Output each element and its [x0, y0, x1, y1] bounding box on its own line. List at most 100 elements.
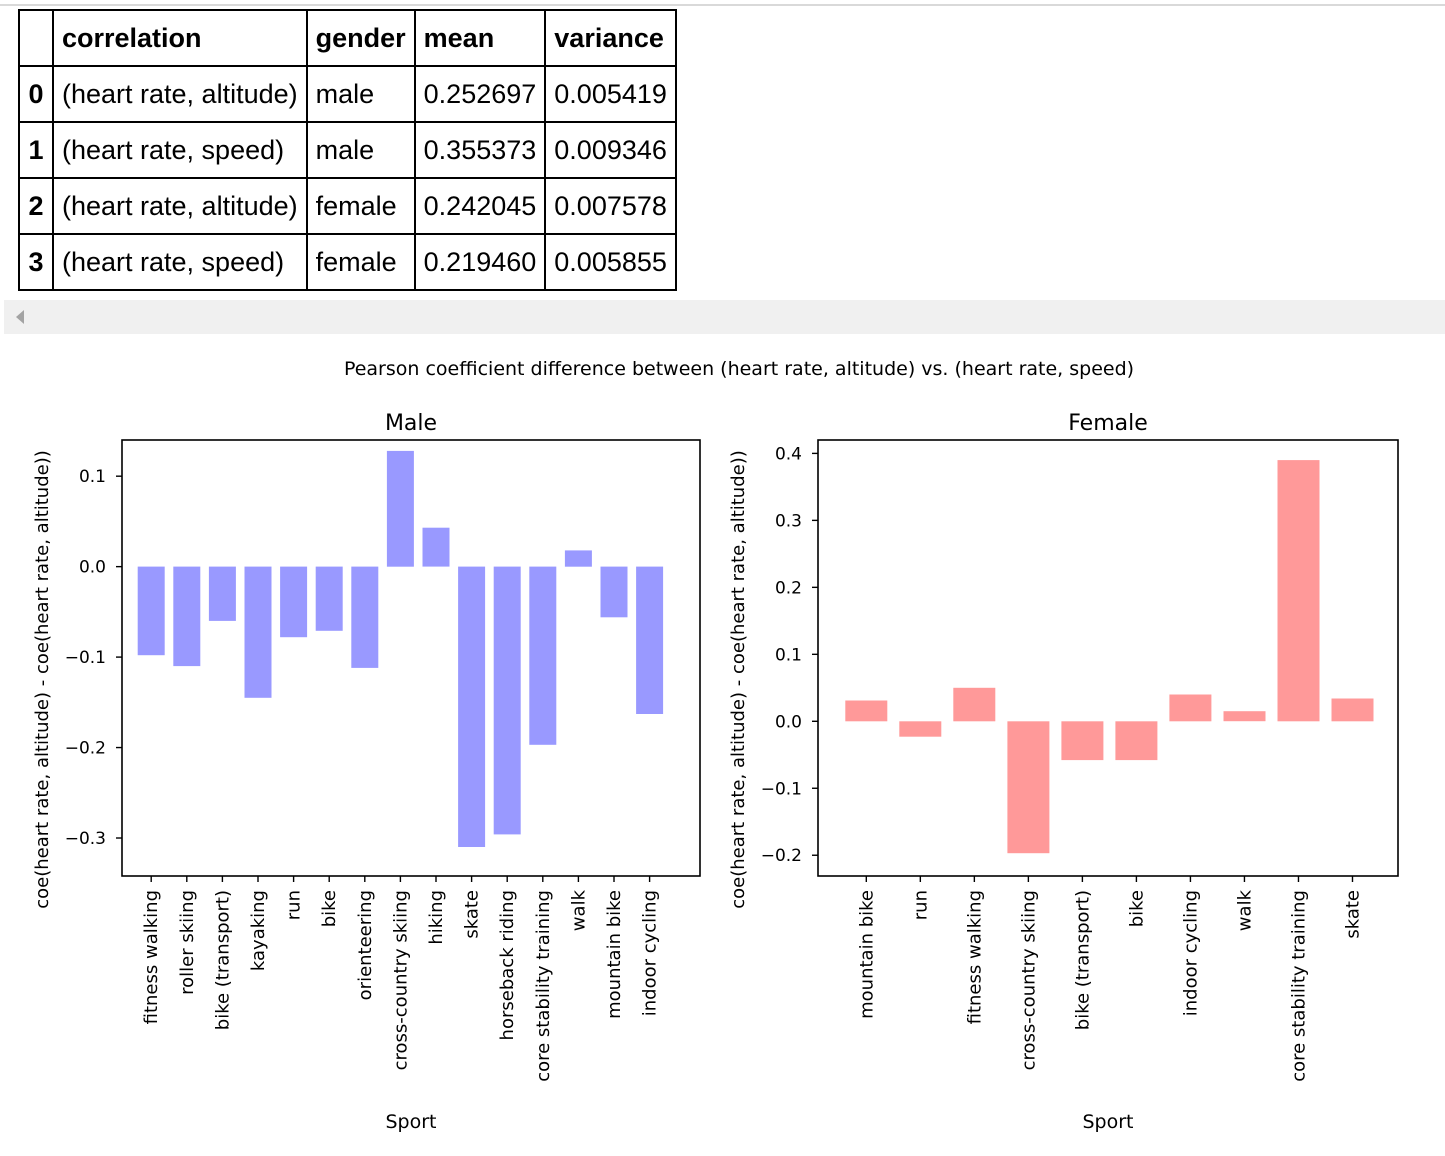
x-tick-label: bike: [1126, 890, 1147, 927]
cell-top-rule: [0, 4, 1445, 6]
cell-mean: 0.219460: [413, 233, 547, 291]
bar-bike-transport-: [208, 566, 236, 621]
y-tick-label: −0.1: [65, 648, 106, 668]
plot-frame: [817, 439, 1399, 877]
x-tick-label: mountain bike: [604, 890, 625, 1019]
table-row: 1 (heart rate, speed) male 0.355373 0.00…: [18, 121, 677, 179]
table-row: 0 (heart rate, altitude) male 0.252697 0…: [18, 65, 677, 123]
scroll-left-arrow-icon[interactable]: [16, 310, 24, 324]
bar-run: [899, 721, 942, 737]
cell-correlation: (heart rate, speed): [52, 233, 308, 291]
y-tick-label: −0.3: [65, 829, 106, 849]
y-tick-label: 0.3: [775, 511, 802, 531]
x-axis-label: Sport: [385, 1111, 436, 1133]
x-tick-label: cross-country skiing: [390, 890, 411, 1070]
bar-skate: [1331, 698, 1374, 722]
y-tick-label: 0.4: [775, 444, 802, 464]
cell-correlation: (heart rate, altitude): [52, 177, 308, 235]
cell-correlation: (heart rate, altitude): [52, 65, 308, 123]
bar-cross-country-skiing: [1007, 721, 1050, 854]
table-header-mean: mean: [413, 9, 547, 67]
x-tick-label: core stability training: [1289, 890, 1310, 1082]
figure: Pearson coefficient difference between (…: [32, 358, 1399, 1133]
cell-correlation: (heart rate, speed): [52, 121, 308, 179]
bar-fitness-walking: [137, 566, 165, 656]
x-tick-label: kayaking: [248, 890, 269, 971]
x-axis-label: Sport: [1082, 1111, 1133, 1133]
table-row: 2 (heart rate, altitude) female 0.242045…: [18, 177, 677, 235]
y-tick-label: 0.2: [775, 578, 802, 598]
cell-variance: 0.005419: [544, 65, 677, 123]
y-tick-label: −0.2: [761, 846, 802, 866]
bar-roller-skiing: [173, 566, 201, 667]
bar-kayaking: [244, 566, 272, 698]
y-tick-label: 0.1: [79, 467, 106, 487]
x-tick-label: walk: [1235, 889, 1256, 931]
x-tick-label: core stability training: [533, 890, 554, 1082]
cell-gender: female: [305, 177, 416, 235]
table-header-row: correlation gender mean variance: [18, 9, 677, 67]
chart-title: Male: [385, 411, 437, 436]
y-tick-label: 0.0: [775, 712, 802, 732]
x-tick-label: horseback riding: [497, 890, 518, 1040]
x-tick-label: bike: [319, 890, 340, 927]
x-tick-label: hiking: [426, 890, 447, 945]
x-tick-label: run: [284, 890, 305, 920]
x-tick-label: walk: [568, 889, 589, 931]
table-header-index: [18, 9, 54, 67]
cell-variance: 0.009346: [544, 121, 677, 179]
cell-mean: 0.252697: [413, 65, 547, 123]
row-index: 3: [18, 233, 54, 291]
x-tick-label: indoor cycling: [1180, 890, 1201, 1016]
row-index: 0: [18, 65, 54, 123]
bar-walk: [564, 550, 592, 567]
bar-bike: [315, 566, 343, 631]
x-tick-label: fitness walking: [964, 890, 985, 1024]
bar-hiking: [422, 527, 450, 567]
cell-gender: male: [305, 65, 416, 123]
bar-orienteering: [351, 566, 379, 668]
bar-mountain-bike: [600, 566, 628, 618]
table-header-correlation: correlation: [52, 9, 308, 67]
bar-fitness-walking: [953, 687, 996, 722]
x-tick-label: fitness walking: [141, 890, 162, 1024]
dataframe-table: correlation gender mean variance 0 (hear…: [18, 9, 677, 291]
female-chart: Female 0.4 0.3 0.2 0.1 0.0 −0.1 −0.2 mountain bi…: [728, 411, 1399, 1133]
x-tick-label: mountain bike: [856, 890, 877, 1019]
row-index: 2: [18, 177, 54, 235]
cell-mean: 0.355373: [413, 121, 547, 179]
bar-bike-transport-: [1061, 721, 1104, 761]
x-tick-label: run: [910, 890, 931, 920]
cell-gender: female: [305, 233, 416, 291]
y-tick-label: −0.1: [761, 779, 802, 799]
y-axis-label: coe(heart rate, altitude) - coe(heart ra…: [728, 450, 749, 909]
x-tick-label: skate: [462, 890, 483, 939]
x-tick-label: cross-country skiing: [1018, 890, 1039, 1070]
table-header-gender: gender: [305, 9, 416, 67]
table-header-variance: variance: [544, 9, 677, 67]
bar-cross-country-skiing: [386, 450, 414, 567]
bar-core-stability-training: [529, 566, 557, 745]
x-tick-label: indoor cycling: [640, 890, 661, 1016]
bar-walk: [1223, 711, 1266, 722]
bar-indoor-cycling: [636, 566, 664, 714]
x-tick-label: roller skiing: [177, 890, 198, 995]
bar-core-stability-training: [1277, 460, 1320, 722]
bar-indoor-cycling: [1169, 694, 1212, 722]
x-tick-label: orienteering: [355, 890, 376, 1000]
x-tick-label: bike (transport): [212, 890, 233, 1030]
y-tick-label: 0.1: [775, 645, 802, 665]
cell-variance: 0.007578: [544, 177, 677, 235]
row-index: 1: [18, 121, 54, 179]
table-row: 3 (heart rate, speed) female 0.219460 0.…: [18, 233, 677, 291]
bar-bike: [1115, 721, 1158, 761]
cell-variance: 0.005855: [544, 233, 677, 291]
figure-suptitle: Pearson coefficient difference between (…: [344, 358, 1134, 380]
x-tick-label: skate: [1343, 890, 1364, 939]
bar-horseback-riding: [493, 566, 521, 835]
male-chart: Male 0.1 0.0 −0.1 −0.2 −0.3 fitness walking rol…: [32, 411, 701, 1133]
plot-frame: [121, 439, 701, 877]
y-tick-label: −0.2: [65, 739, 106, 759]
bar-run: [280, 566, 308, 638]
horizontal-scrollbar[interactable]: [4, 300, 1445, 334]
